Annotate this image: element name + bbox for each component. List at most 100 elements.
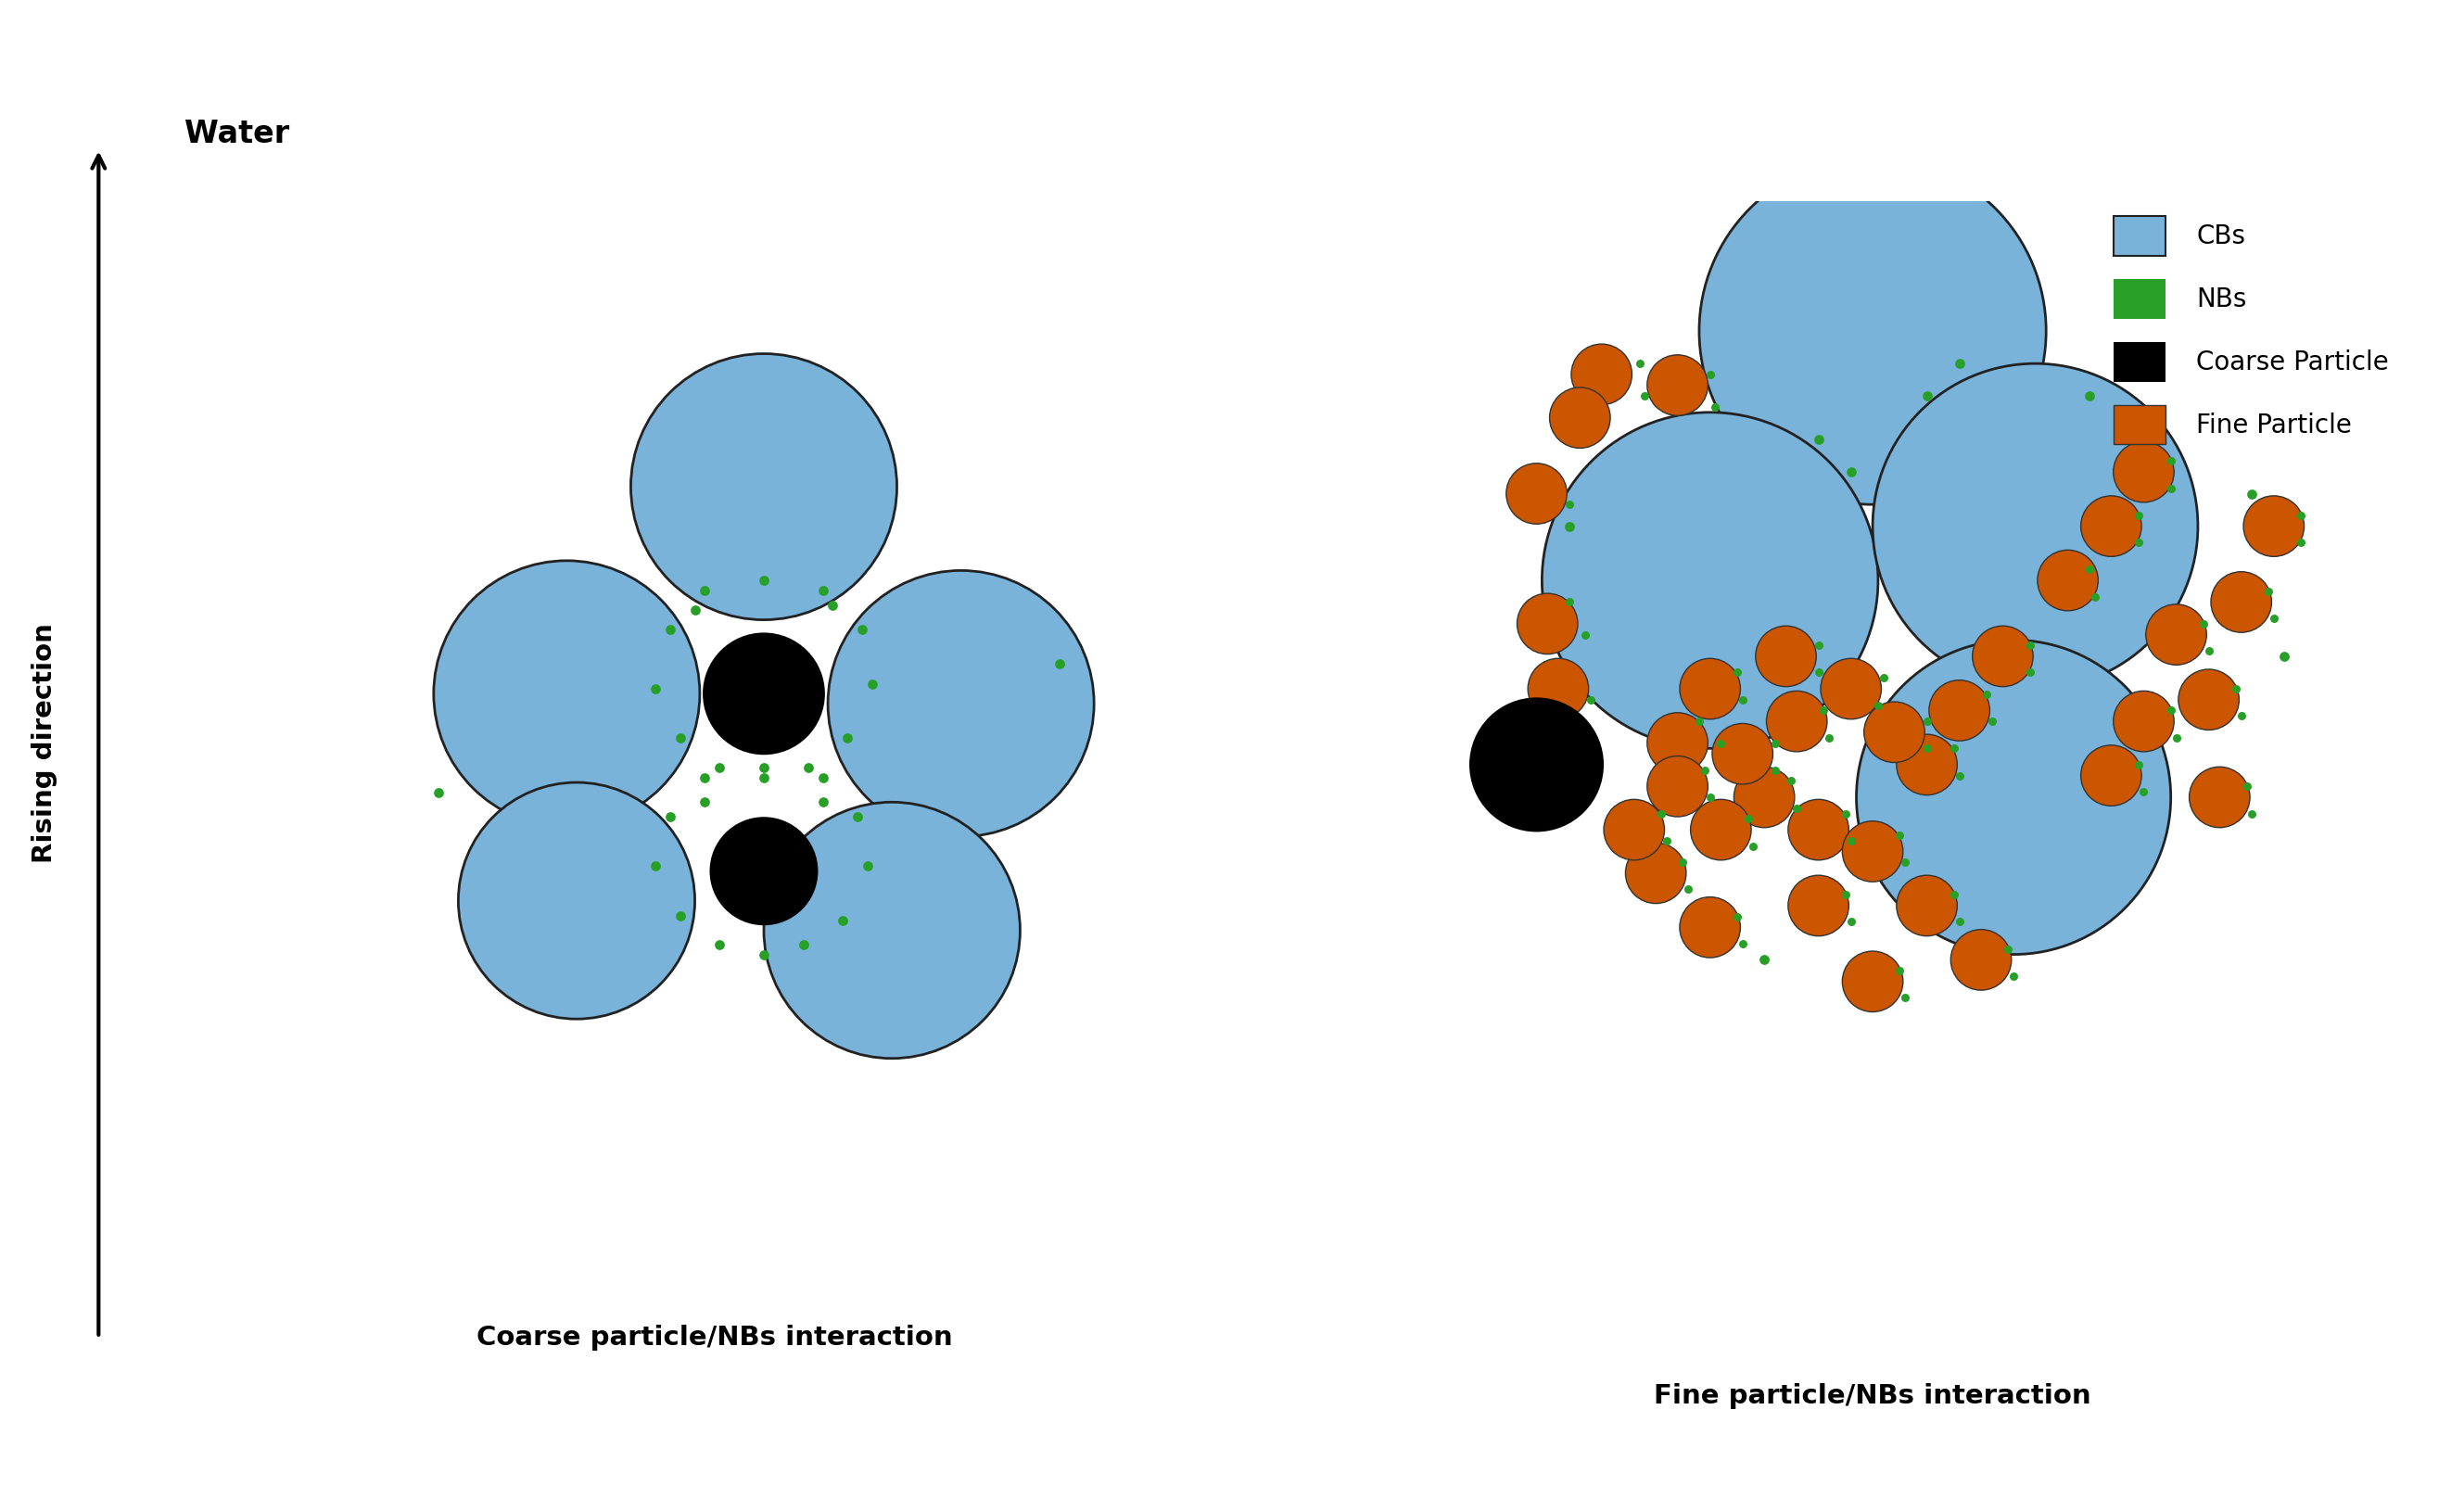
Point xyxy=(660,903,700,927)
Point xyxy=(1735,834,1774,857)
Point xyxy=(1831,829,1870,853)
Point xyxy=(1831,461,1870,484)
Circle shape xyxy=(2114,441,2173,502)
Point xyxy=(1939,352,1979,376)
Point xyxy=(2124,780,2163,804)
Point xyxy=(700,756,739,780)
Point xyxy=(1685,758,1725,782)
Point xyxy=(660,727,700,750)
Point xyxy=(1885,985,1924,1009)
Circle shape xyxy=(2146,605,2208,664)
Circle shape xyxy=(1843,822,1902,881)
Point xyxy=(2232,801,2272,825)
Circle shape xyxy=(1700,158,2045,504)
Circle shape xyxy=(764,802,1020,1058)
Point xyxy=(2119,753,2158,777)
Point xyxy=(2250,580,2289,603)
Circle shape xyxy=(1789,875,1848,936)
Point xyxy=(2227,774,2267,798)
Point xyxy=(803,791,843,814)
Circle shape xyxy=(2038,550,2099,611)
Circle shape xyxy=(1855,640,2171,954)
Circle shape xyxy=(1690,799,1752,860)
Circle shape xyxy=(1604,799,1666,860)
Point xyxy=(685,765,724,789)
Point xyxy=(685,791,724,814)
Point xyxy=(1885,850,1924,874)
Point xyxy=(1619,352,1658,376)
Circle shape xyxy=(458,783,695,1019)
Point xyxy=(1668,877,1708,901)
Point xyxy=(1826,883,1865,906)
Circle shape xyxy=(1469,697,1604,832)
Circle shape xyxy=(1843,951,1902,1012)
Point xyxy=(1550,492,1589,516)
Circle shape xyxy=(1863,701,1924,762)
Point xyxy=(1690,785,1730,808)
Point xyxy=(1754,758,1794,782)
Point xyxy=(1993,964,2033,988)
Circle shape xyxy=(1735,767,1794,828)
Point xyxy=(2215,678,2255,701)
Point xyxy=(636,854,675,878)
Point xyxy=(1934,883,1974,906)
Circle shape xyxy=(828,571,1094,837)
Point xyxy=(1799,633,1838,657)
Point xyxy=(1863,666,1902,690)
Point xyxy=(2011,633,2050,657)
Point xyxy=(744,569,784,593)
Point xyxy=(1626,385,1666,409)
Point xyxy=(803,765,843,789)
Point xyxy=(784,933,823,957)
Circle shape xyxy=(1971,626,2033,687)
Circle shape xyxy=(1712,724,1774,785)
Circle shape xyxy=(2242,496,2304,557)
Point xyxy=(1939,764,1979,788)
Point xyxy=(1663,850,1703,874)
Point xyxy=(1717,661,1757,685)
Point xyxy=(1907,385,1947,409)
Point xyxy=(1907,709,1947,733)
Circle shape xyxy=(2210,572,2272,633)
Text: Coarse particle/NBs interaction: Coarse particle/NBs interaction xyxy=(476,1324,954,1351)
Point xyxy=(2255,606,2294,630)
Circle shape xyxy=(2080,496,2141,557)
Point xyxy=(1550,590,1589,614)
Point xyxy=(803,578,843,602)
Circle shape xyxy=(1873,364,2198,690)
Point xyxy=(1831,909,1870,933)
Point xyxy=(744,765,784,789)
Point xyxy=(1858,692,1897,716)
Point xyxy=(2156,725,2195,749)
Circle shape xyxy=(1646,756,1708,817)
Point xyxy=(2151,477,2190,501)
Circle shape xyxy=(1542,412,1878,749)
Point xyxy=(1745,948,1784,972)
Point xyxy=(744,756,784,780)
Point xyxy=(1550,514,1589,538)
Point xyxy=(1907,737,1947,761)
Point xyxy=(1722,688,1762,712)
Circle shape xyxy=(1626,843,1685,903)
Circle shape xyxy=(710,817,818,926)
Point xyxy=(1988,938,2028,961)
Point xyxy=(419,780,458,804)
Point xyxy=(1040,652,1079,676)
Point xyxy=(1722,932,1762,955)
Point xyxy=(1680,709,1720,733)
Point xyxy=(1717,905,1757,929)
Circle shape xyxy=(1897,875,1956,936)
Circle shape xyxy=(1680,898,1740,957)
Point xyxy=(1727,807,1767,831)
Point xyxy=(1809,725,1848,749)
Point xyxy=(1754,731,1794,755)
Text: Rising direction: Rising direction xyxy=(32,623,57,863)
Circle shape xyxy=(1767,691,1828,752)
Point xyxy=(2223,704,2262,728)
Point xyxy=(744,944,784,967)
Circle shape xyxy=(1789,799,1848,860)
Point xyxy=(1880,958,1919,982)
Circle shape xyxy=(631,354,897,620)
Point xyxy=(685,578,724,602)
Point xyxy=(1700,731,1740,755)
